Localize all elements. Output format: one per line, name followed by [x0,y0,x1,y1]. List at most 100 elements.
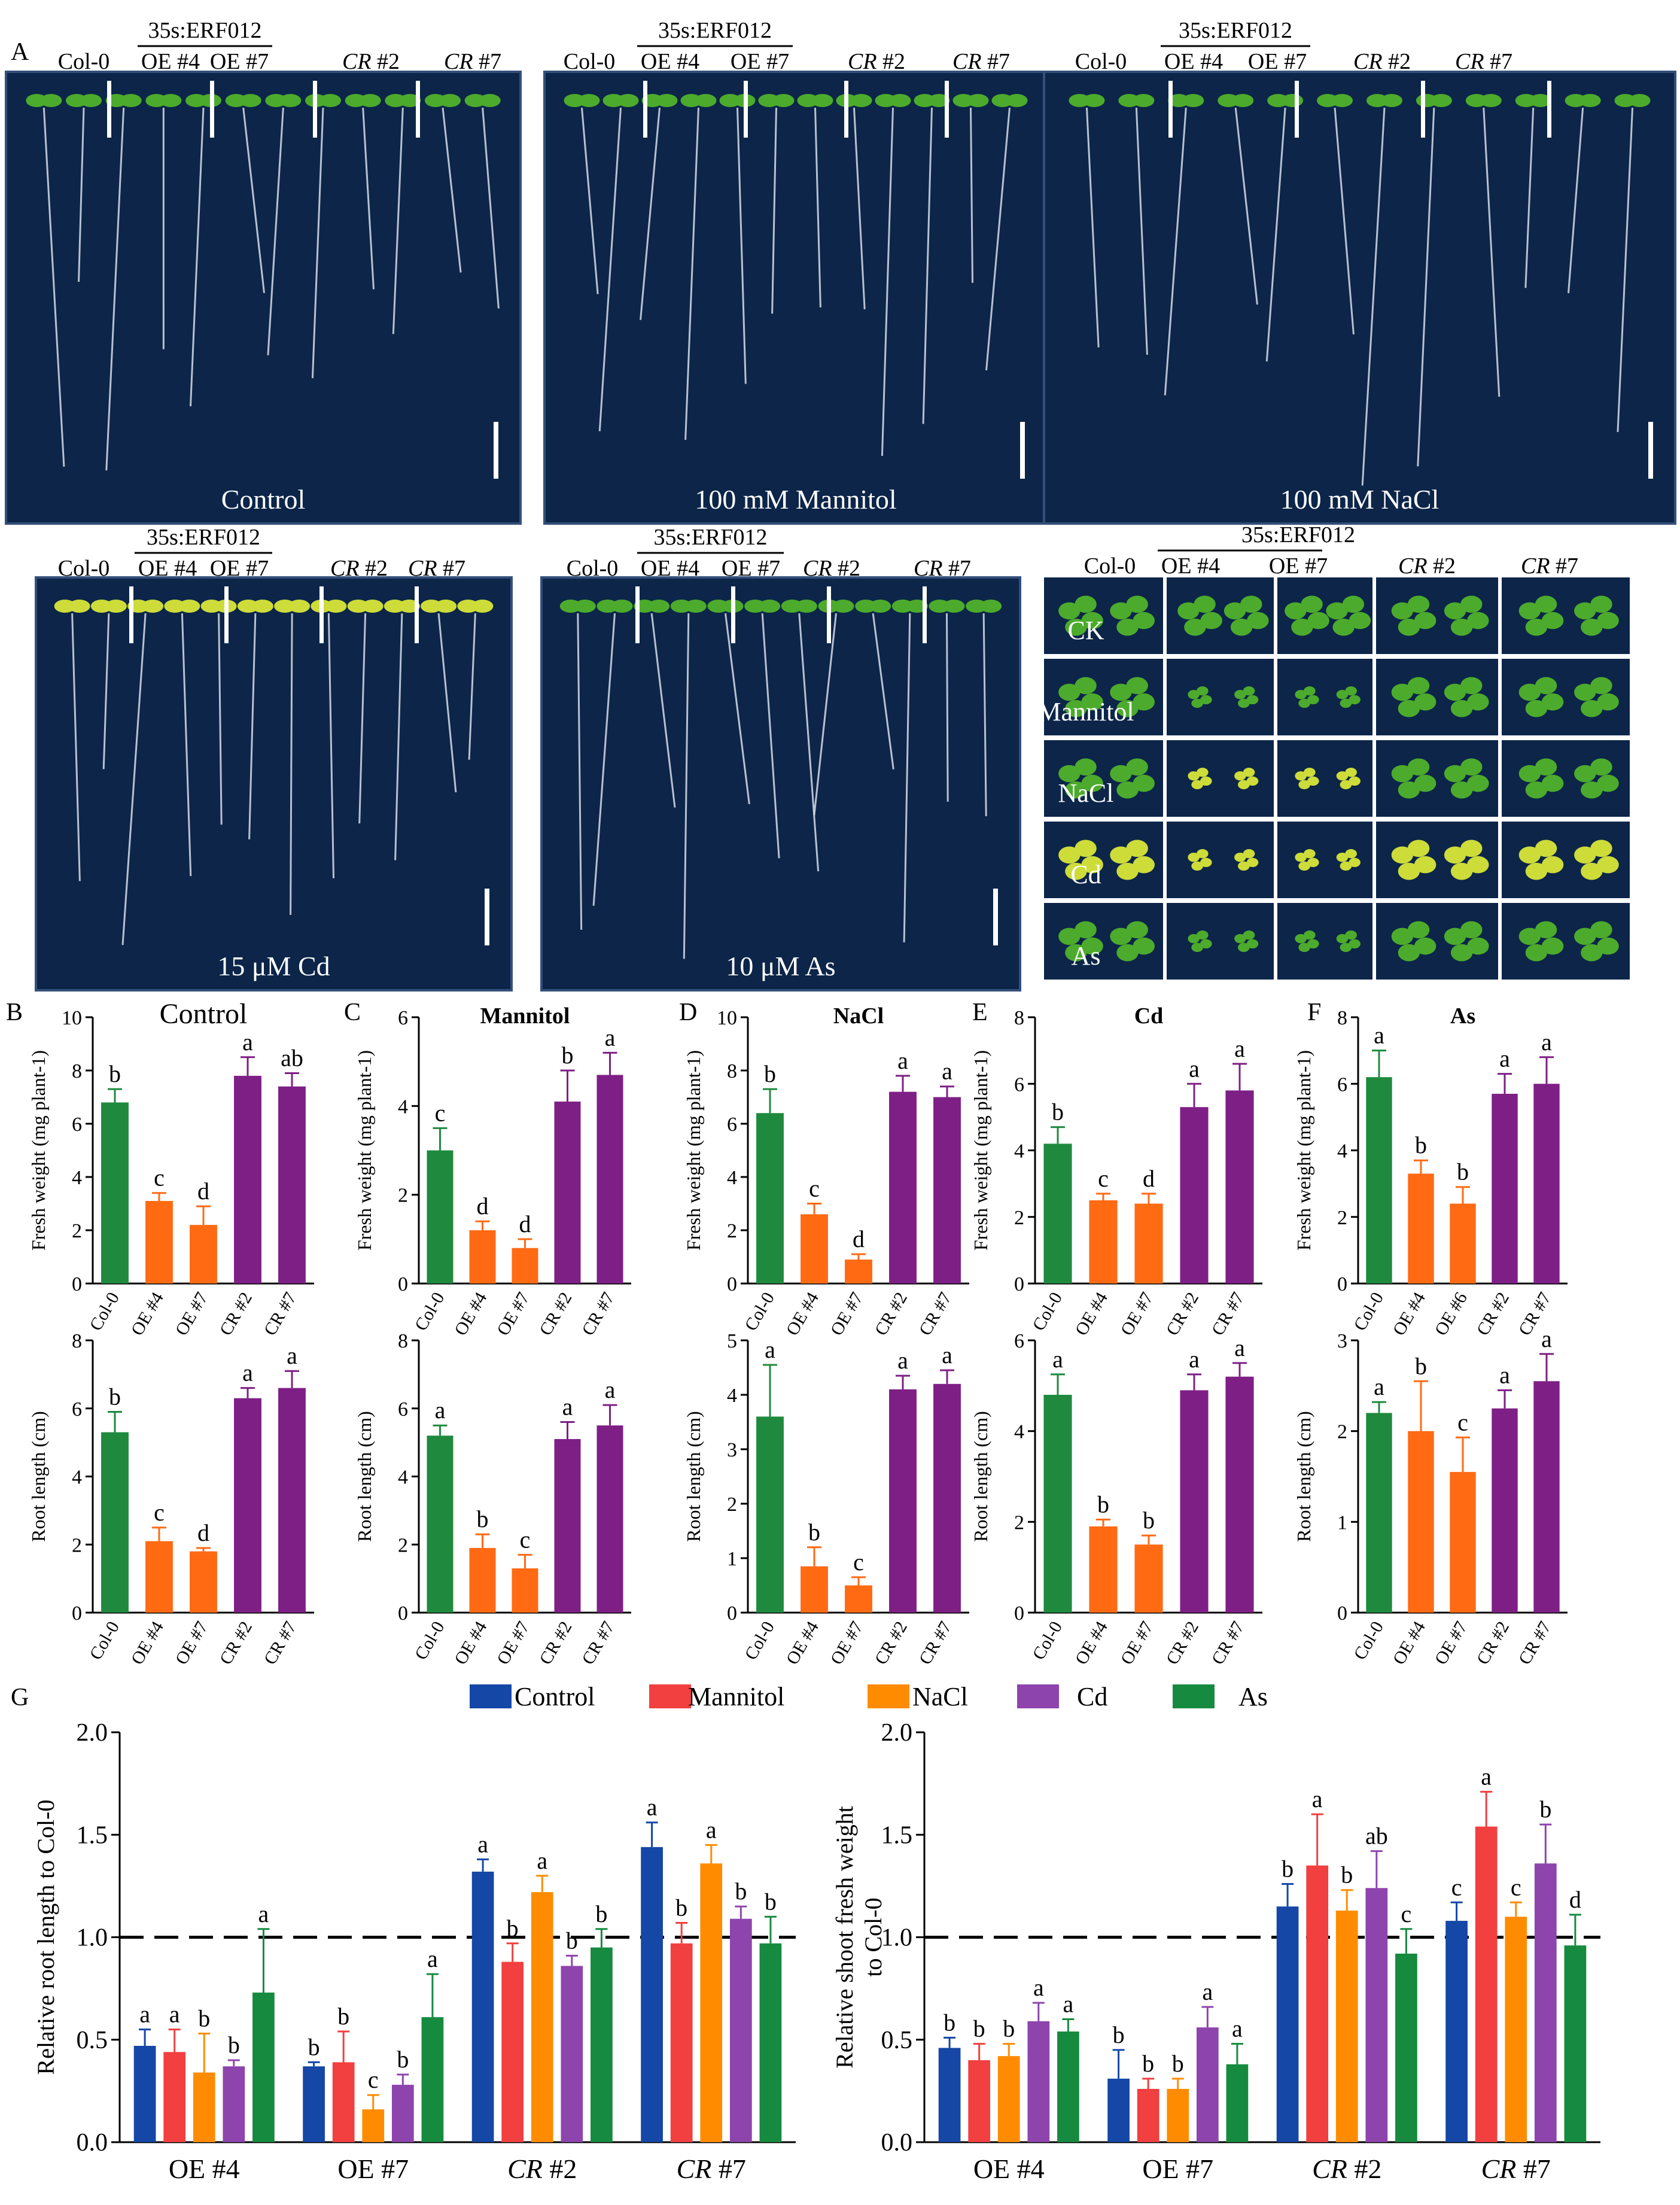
genotype-divider [923,586,927,643]
rosette-leaf [1451,781,1472,799]
genotype-label: CR #2 [342,49,400,74]
transgene-label: 35s:ERF012 [148,18,261,43]
bar [1089,1200,1117,1284]
genotype-divider [224,586,229,643]
bar [1366,1413,1392,1613]
seedling-leaf [759,600,780,613]
bar [845,1586,872,1613]
rosette-cell [1277,577,1372,654]
significance-letter: a [647,1794,658,1821]
label-italic-part: CR [1455,49,1484,74]
y-tick-label: 6 [72,1398,82,1421]
x-tick-label: CR #7 [1515,1618,1555,1668]
rosette-leaf [1581,619,1602,636]
plate-caption: Control [221,484,306,515]
genotype-divider [731,586,735,643]
rosette-leaf [1197,849,1209,858]
y-tick-label: 1.5 [881,1821,913,1849]
rosette-leaf [1075,596,1096,613]
significance-letter: ab [1365,1823,1388,1850]
x-category-label: OE #7 [337,2154,409,2184]
significance-letter: c [368,2066,379,2093]
y-tick-label: 6 [1014,1073,1024,1096]
y-tick-label: 4 [398,1096,408,1118]
genotype-label: Col-0 [567,556,619,581]
rosette-leaf [1127,921,1148,939]
rosette-leaf [1238,862,1250,871]
x-tick-label: Col-0 [86,1289,123,1334]
bar [1306,1866,1328,2142]
label-rest-part: #7 [437,556,466,581]
seedling-leaf [439,94,461,107]
significance-letter: a [1499,1045,1510,1072]
x-tick-label: CR #2 [871,1618,911,1668]
bar [554,1102,580,1284]
bar [252,1993,275,2142]
significance-letter: b [1282,1855,1294,1882]
bar [1492,1094,1517,1284]
label-italic-part: CR [342,49,372,74]
x-tick-label: OE #7 [1117,1289,1157,1339]
x-tick-label: Col-0 [411,1289,449,1334]
rosette-leaf [1340,862,1352,871]
rosette-leaf [1345,849,1357,858]
rosette-leaf [1298,862,1310,871]
x-category-label: OE #4 [973,2154,1045,2184]
seedling-leaf [980,600,1002,613]
y-tick-label: 0 [72,1602,82,1625]
seedling-leaf [360,94,381,107]
genotype-divider [945,81,949,138]
bar [163,2052,185,2142]
seedling-root [947,613,948,802]
significance-letter: a [1541,1325,1552,1352]
bar [1107,2079,1130,2142]
x-tick-label: CR #7 [1208,1289,1248,1339]
genotype-label: CR #2 [848,49,905,74]
bar [1492,1409,1517,1613]
genotype-label: CR #7 [952,49,1010,74]
bar [1167,2089,1189,2142]
x-tick-label: OE #7 [493,1289,533,1339]
significance-letter: a [139,2001,150,2028]
significance-letter: a [1052,1346,1063,1373]
significance-letter: b [1052,1099,1064,1126]
significance-letter: a [1063,1991,1074,2018]
rosette-leaf [1398,863,1420,880]
rosette-cell-bg [1167,903,1274,980]
seedling-leaf [579,94,600,107]
x-tick-label: OE #4 [1389,1289,1429,1339]
bar [641,1847,663,2142]
genotype-divider [1547,81,1551,138]
label-rest-part: #2 [832,556,861,581]
x-tick-label: OE #4 [1072,1289,1112,1339]
rosette-leaf [1535,596,1557,613]
seedling-leaf [1006,94,1028,107]
bar [596,1425,623,1613]
rosette-leaf [1238,699,1250,708]
rosette-leaf [1191,780,1203,789]
significance-letter: a [477,1830,488,1857]
bar [1137,2089,1159,2142]
seedling-leaf [319,94,341,107]
rosette-cell [1167,577,1274,654]
rosette-leaf [1451,944,1472,962]
label-italic-part: CR [1353,49,1383,74]
x-tick-label: OE #7 [827,1289,867,1339]
x-tick-label: Col-0 [741,1618,778,1663]
bar [190,1225,217,1284]
seedling-leaf [1381,94,1402,107]
label-rest-part: #7 [982,49,1011,74]
bar [1535,1863,1557,2142]
rosette-leaf [1408,921,1429,939]
significance-letter: b [308,2033,320,2060]
chart-title: Mannitol [480,1003,570,1029]
rosette-cell [1376,659,1498,735]
rosette-cell [1502,822,1630,898]
rosette-leaf [1304,849,1316,858]
x-tick-label: OE #4 [451,1289,491,1339]
seedling-leaf [178,600,200,613]
rosette-leaf [1581,700,1602,717]
